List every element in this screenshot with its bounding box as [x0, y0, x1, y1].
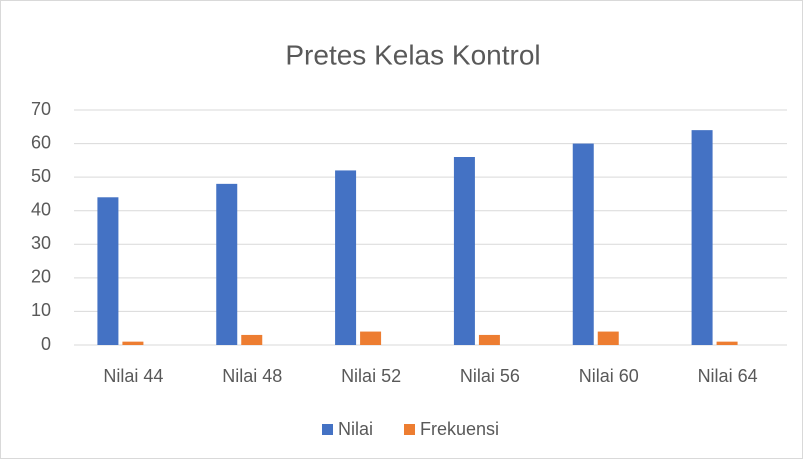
legend-label: Nilai — [338, 419, 373, 439]
bar — [716, 341, 738, 345]
x-tick-label: Nilai 44 — [103, 366, 163, 386]
x-tick-label: Nilai 52 — [341, 366, 401, 386]
bar — [597, 331, 619, 345]
bar — [97, 197, 119, 345]
y-tick-label: 60 — [31, 132, 51, 152]
x-tick-label: Nilai 64 — [698, 366, 758, 386]
chart-title: Pretes Kelas Kontrol — [285, 39, 540, 70]
x-tick-label: Nilai 60 — [579, 366, 639, 386]
x-tick-label: Nilai 56 — [460, 366, 520, 386]
legend-swatch — [404, 424, 415, 435]
bar — [216, 183, 238, 345]
y-tick-label: 70 — [31, 99, 51, 119]
bar — [335, 170, 357, 345]
bar — [360, 331, 382, 345]
legend-label: Frekuensi — [420, 419, 499, 439]
legend-swatch — [322, 424, 333, 435]
bar — [478, 334, 500, 345]
bar — [122, 341, 144, 345]
y-tick-label: 30 — [31, 233, 51, 253]
y-tick-label: 20 — [31, 267, 51, 287]
y-tick-label: 10 — [31, 300, 51, 320]
y-tick-label: 50 — [31, 166, 51, 186]
y-tick-label: 40 — [31, 199, 51, 219]
bar — [241, 334, 263, 345]
x-tick-label: Nilai 48 — [222, 366, 282, 386]
bar — [572, 143, 594, 345]
y-tick-label: 0 — [41, 334, 51, 354]
bar — [691, 130, 713, 345]
bar — [453, 157, 475, 345]
